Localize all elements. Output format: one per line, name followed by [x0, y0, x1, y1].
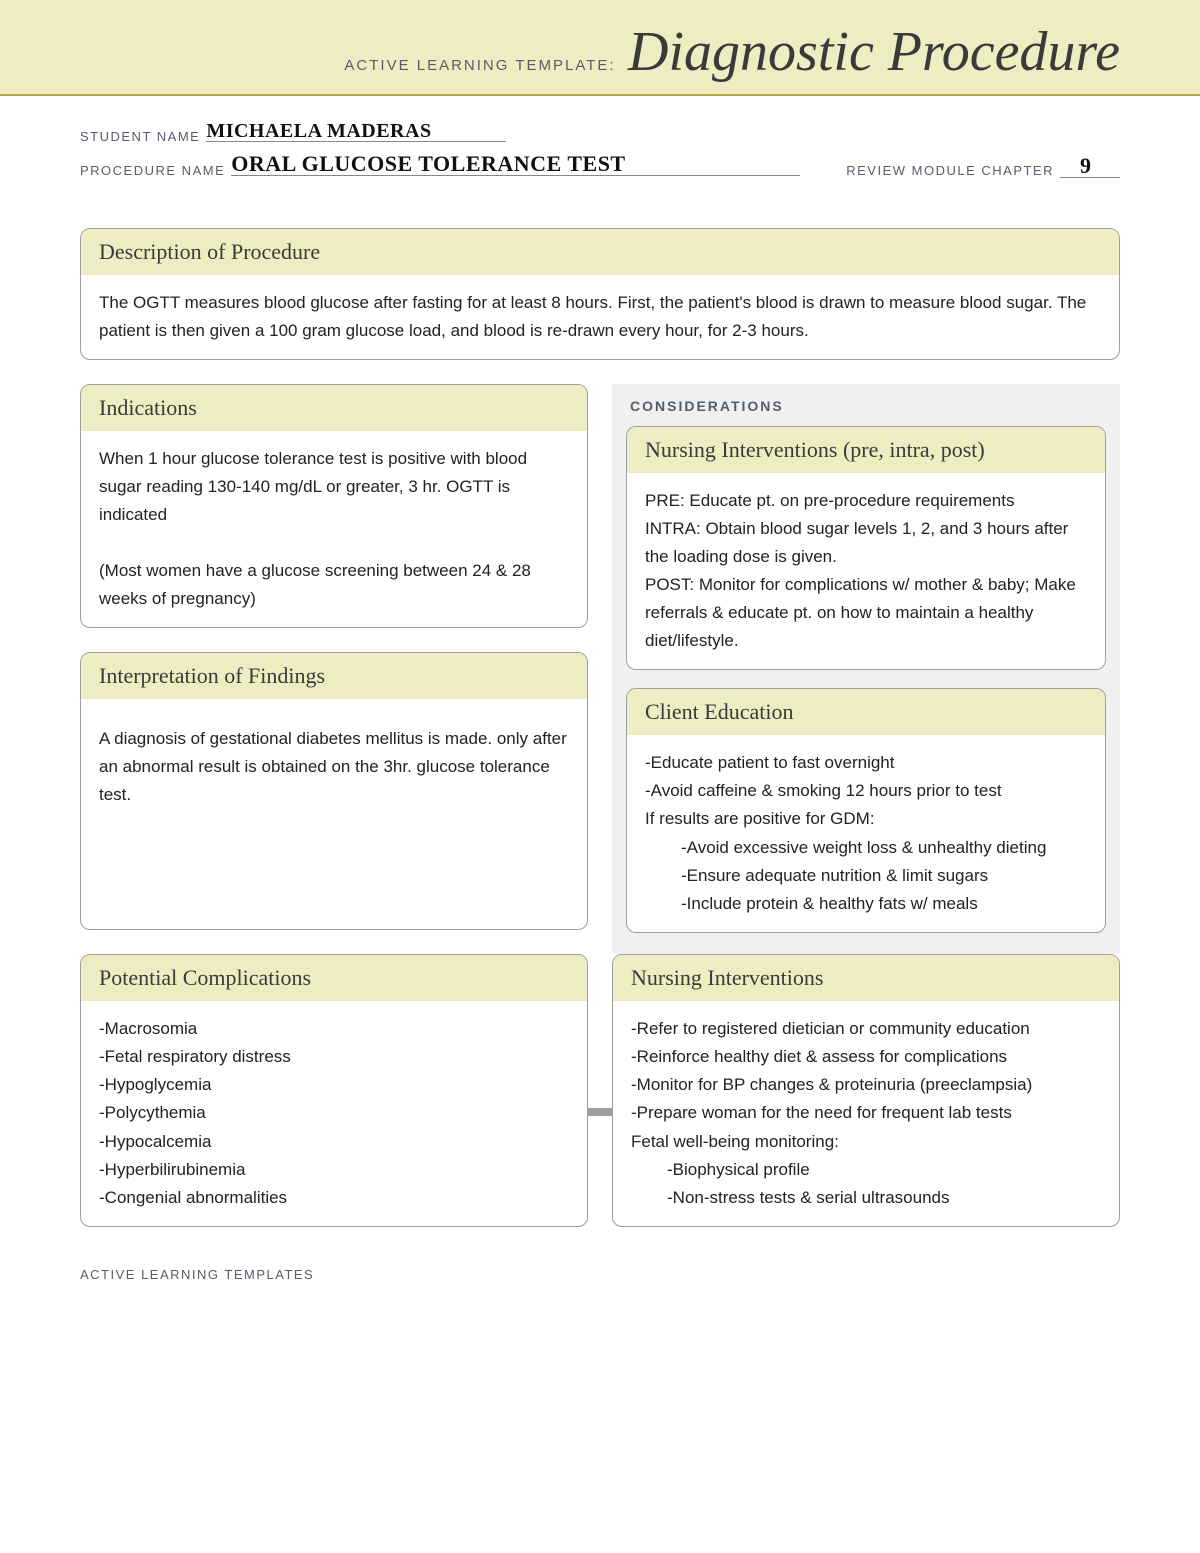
- description-card: Description of Procedure The OGTT measur…: [80, 228, 1120, 360]
- comp-i7: -Congenial abnormalities: [99, 1184, 569, 1212]
- comp-i6: -Hyperbilirubinemia: [99, 1156, 569, 1184]
- client-ed-l2: -Avoid caffeine & smoking 12 hours prior…: [645, 777, 1087, 805]
- comp-i5: -Hypocalcemia: [99, 1128, 569, 1156]
- ni-l4: -Prepare woman for the need for frequent…: [631, 1099, 1101, 1127]
- client-ed-l3: If results are positive for GDM:: [645, 805, 1087, 833]
- meta-block: STUDENT NAME Michaela Maderas PROCEDURE …: [0, 96, 1200, 198]
- chapter-value: 9: [1080, 153, 1093, 179]
- client-ed-title: Client Education: [627, 689, 1105, 735]
- description-body: The OGTT measures blood glucose after fa…: [81, 275, 1119, 359]
- procedure-name-field: Oral Glucose Tolerance Test: [231, 154, 800, 176]
- content-area: Description of Procedure The OGTT measur…: [0, 198, 1200, 1267]
- page-banner: ACTIVE LEARNING TEMPLATE: Diagnostic Pro…: [0, 0, 1200, 94]
- client-ed-l5: -Ensure adequate nutrition & limit sugar…: [645, 862, 1087, 890]
- complications-card: Potential Complications -Macrosomia -Fet…: [80, 954, 588, 1226]
- indications-card: Indications When 1 hour glucose toleranc…: [80, 384, 588, 628]
- comp-i2: -Fetal respiratory distress: [99, 1043, 569, 1071]
- indications-title: Indications: [81, 385, 587, 431]
- client-ed-l6: -Include protein & healthy fats w/ meals: [645, 890, 1087, 918]
- nursing-interventions-body: -Refer to registered dietician or commun…: [613, 1001, 1119, 1225]
- student-name-field: Michaela Maderas: [206, 120, 506, 142]
- chapter-label: REVIEW MODULE CHAPTER: [846, 163, 1054, 178]
- considerations-label: CONSIDERATIONS: [630, 398, 1102, 414]
- interpretation-body: A diagnosis of gestational diabetes mell…: [81, 699, 587, 929]
- nursing-pre-card: Nursing Interventions (pre, intra, post)…: [626, 426, 1106, 670]
- interpretation-card: Interpretation of Findings A diagnosis o…: [80, 652, 588, 930]
- comp-i1: -Macrosomia: [99, 1015, 569, 1043]
- procedure-name-label: PROCEDURE NAME: [80, 163, 225, 178]
- nursing-pre-l1: PRE: Educate pt. on pre-procedure requir…: [645, 487, 1087, 515]
- banner-title: Diagnostic Procedure: [628, 21, 1120, 83]
- nursing-pre-l3: POST: Monitor for complications w/ mothe…: [645, 571, 1087, 655]
- ni-l2: -Reinforce healthy diet & assess for com…: [631, 1043, 1101, 1071]
- complications-title: Potential Complications: [81, 955, 587, 1001]
- client-ed-body: -Educate patient to fast overnight -Avoi…: [627, 735, 1105, 931]
- considerations-panel: CONSIDERATIONS Nursing Interventions (pr…: [612, 384, 1120, 954]
- comp-i3: -Hypoglycemia: [99, 1071, 569, 1099]
- banner-prefix: ACTIVE LEARNING TEMPLATE:: [344, 57, 615, 74]
- complications-body: -Macrosomia -Fetal respiratory distress …: [81, 1001, 587, 1225]
- interpretation-text: A diagnosis of gestational diabetes mell…: [99, 725, 569, 809]
- nursing-interventions-card: Nursing Interventions -Refer to register…: [612, 954, 1120, 1226]
- ni-l6: -Biophysical profile: [631, 1156, 1101, 1184]
- student-name-label: STUDENT NAME: [80, 129, 200, 144]
- nursing-pre-title: Nursing Interventions (pre, intra, post): [627, 427, 1105, 473]
- ni-l3: -Monitor for BP changes & proteinuria (p…: [631, 1071, 1101, 1099]
- ni-l1: -Refer to registered dietician or commun…: [631, 1015, 1101, 1043]
- procedure-name-value: Oral Glucose Tolerance Test: [231, 151, 625, 177]
- page-footer: ACTIVE LEARNING TEMPLATES: [0, 1267, 1200, 1312]
- comp-i4: -Polycythemia: [99, 1099, 569, 1127]
- connector-tick: [587, 1108, 613, 1116]
- description-title: Description of Procedure: [81, 229, 1119, 275]
- client-ed-l4: -Avoid excessive weight loss & unhealthy…: [645, 834, 1087, 862]
- client-ed-card: Client Education -Educate patient to fas…: [626, 688, 1106, 932]
- indications-p1: When 1 hour glucose tolerance test is po…: [99, 445, 569, 529]
- chapter-field: 9: [1060, 156, 1120, 178]
- nursing-pre-l2: INTRA: Obtain blood sugar levels 1, 2, a…: [645, 515, 1087, 571]
- ni-l7: -Non-stress tests & serial ultrasounds: [631, 1184, 1101, 1212]
- indications-body: When 1 hour glucose tolerance test is po…: [81, 431, 587, 627]
- nursing-interventions-title: Nursing Interventions: [613, 955, 1119, 1001]
- client-ed-l1: -Educate patient to fast overnight: [645, 749, 1087, 777]
- student-name-value: Michaela Maderas: [206, 120, 431, 143]
- indications-p2: (Most women have a glucose screening bet…: [99, 557, 569, 613]
- ni-l5: Fetal well-being monitoring:: [631, 1128, 1101, 1156]
- nursing-pre-body: PRE: Educate pt. on pre-procedure requir…: [627, 473, 1105, 669]
- interpretation-title: Interpretation of Findings: [81, 653, 587, 699]
